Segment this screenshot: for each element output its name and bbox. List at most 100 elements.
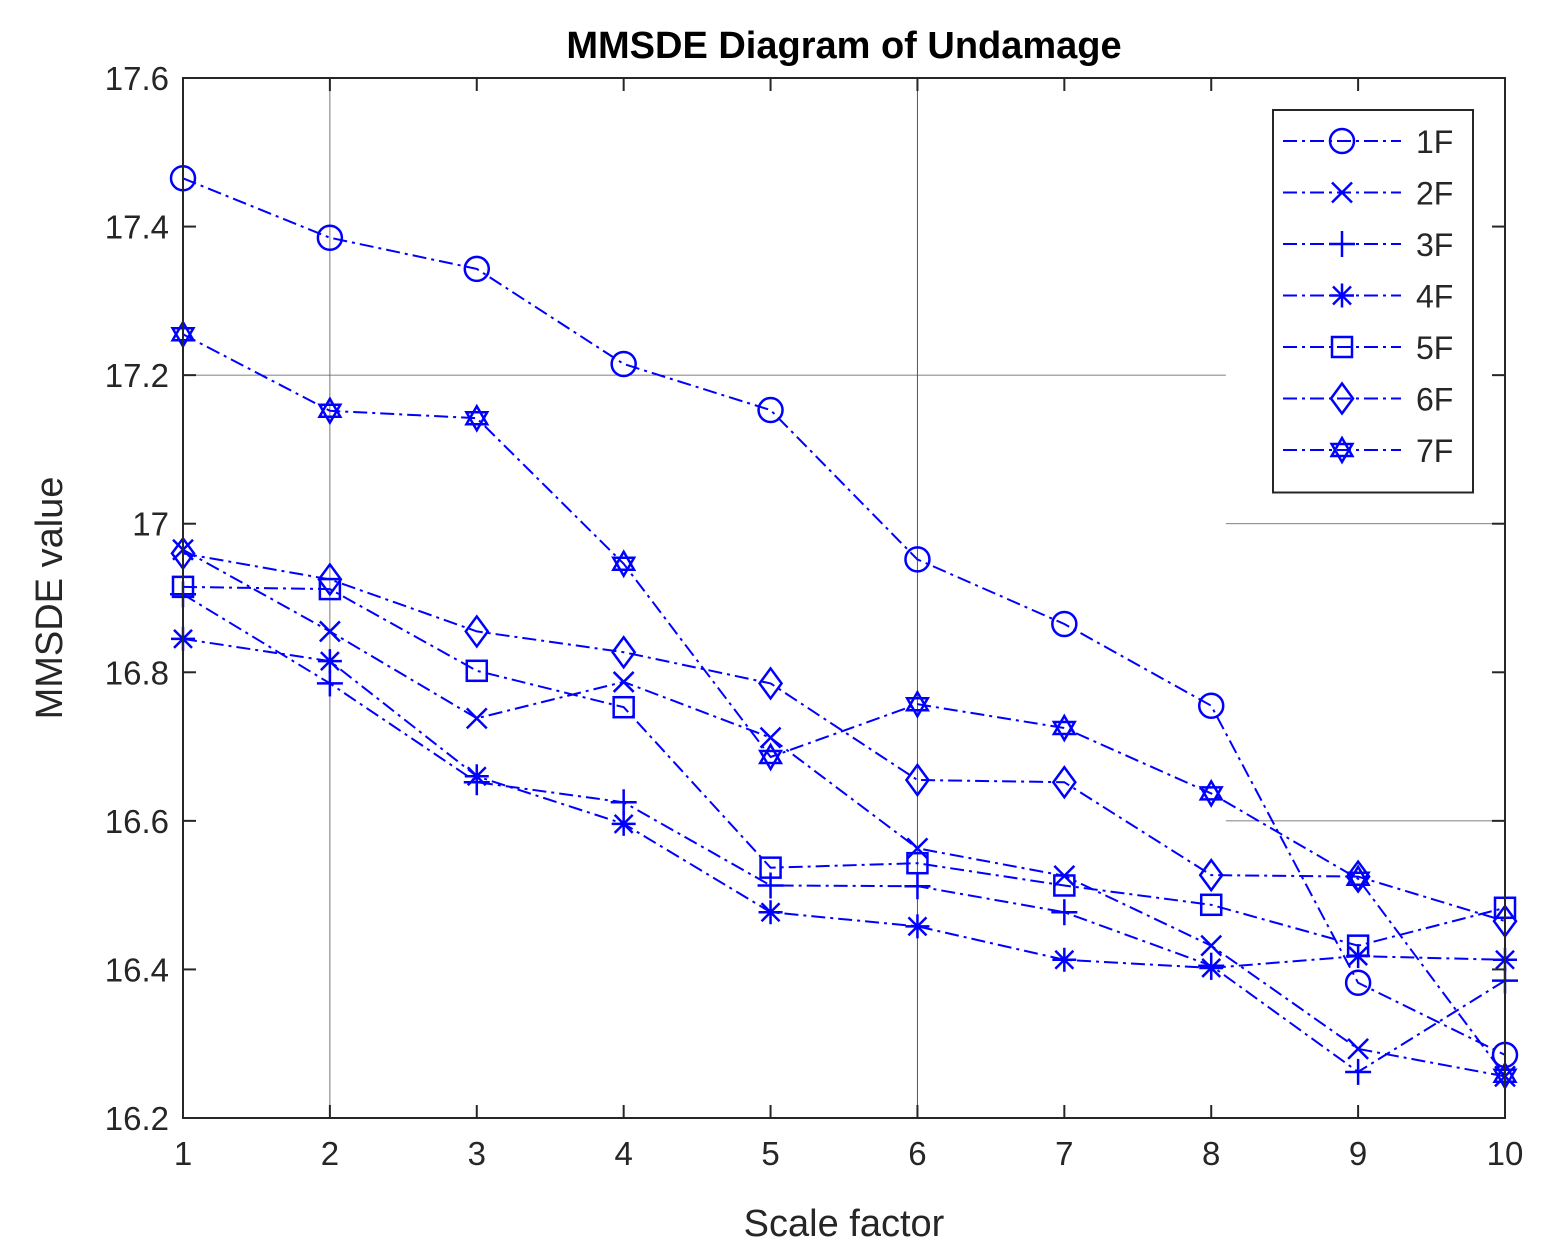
data-point-7F-5: [758, 742, 784, 772]
legend-item-1F: 1F: [1283, 124, 1453, 160]
hexagram-triangle: [758, 749, 784, 772]
y-tick-label: 17.6: [105, 60, 169, 97]
data-point-7F-6: [904, 689, 930, 719]
data-point-4F-2: [317, 649, 342, 674]
hexagram-triangle: [1329, 442, 1355, 465]
x-tick-label: 10: [1487, 1135, 1524, 1172]
legend-label-5F: 5F: [1416, 330, 1453, 366]
hexagram-triangle: [1198, 786, 1224, 808]
x-tick-label: 5: [761, 1135, 779, 1172]
data-point-6F-4: [611, 635, 637, 670]
data-point-2F-4: [612, 671, 635, 693]
data-point-1F-6: [904, 546, 931, 573]
legend-marker-5F: [1330, 335, 1354, 359]
data-point-7F-3: [464, 403, 490, 433]
data-point-6F-2: [317, 562, 343, 597]
legend-label-4F: 4F: [1416, 279, 1453, 315]
data-point-3F-4: [610, 789, 637, 816]
data-point-6F-5: [758, 666, 784, 701]
y-tick-label: 17: [132, 506, 169, 543]
data-point-6F-8: [1198, 857, 1224, 893]
data-point-1F-4: [610, 350, 637, 378]
data-point-4F-6: [905, 914, 930, 939]
plot-frame: [182, 77, 1506, 1119]
hexagram-triangle: [611, 549, 637, 572]
data-point-7F-8: [1198, 778, 1224, 808]
y-tick-label: 16.4: [105, 951, 169, 988]
legend-item-3F: 3F: [1283, 227, 1453, 263]
legend-marker-3F: [1329, 231, 1355, 257]
x-stroke: [612, 671, 635, 693]
star-stroke: [1054, 949, 1075, 970]
legend-item-4F: 4F: [1283, 279, 1453, 315]
data-point-6F-7: [1051, 765, 1077, 800]
x-stroke: [465, 707, 488, 730]
data-point-2F-8: [1200, 934, 1223, 957]
data-point-7F-7: [1051, 713, 1077, 743]
data-point-4F-5: [758, 900, 783, 925]
legend-marker-4F: [1330, 283, 1354, 308]
legend-label-7F: 7F: [1416, 433, 1453, 469]
data-point-3F-7: [1051, 899, 1078, 926]
legend-item-2F: 2F: [1283, 176, 1453, 212]
data-point-2F-2: [319, 620, 341, 643]
series-line-6F: [182, 552, 1506, 923]
hexagram-triangle: [611, 556, 637, 579]
x-tick-label: 6: [908, 1135, 926, 1172]
data-point-5F-3: [465, 659, 489, 683]
star-stroke: [1332, 285, 1352, 306]
data-point-4F-4: [611, 811, 636, 836]
series-line-1F: [182, 177, 1506, 1056]
hexagram-triangle: [1345, 871, 1371, 894]
y-axis-label: MMSDE value: [29, 477, 71, 720]
hexagram-triangle: [758, 742, 784, 765]
legend-box: [1272, 109, 1474, 494]
data-point-4F-7: [1052, 947, 1077, 972]
y-tick-label: 17.4: [105, 209, 169, 246]
hexagram-triangle: [1198, 778, 1224, 801]
legend-marker-1F: [1328, 127, 1356, 155]
data-point-1F-5: [757, 396, 784, 424]
legend-marker-7F: [1329, 435, 1355, 465]
x-tick-label: 9: [1349, 1135, 1367, 1172]
data-point-7F-9: [1345, 864, 1371, 894]
data-point-4F-3: [464, 764, 489, 789]
data-point-1F-7: [1051, 610, 1078, 638]
tick-layer: 1 2 3 4 5 6 7 8 9 10 16.2 16.4 16.6 16.8 17 17.2 17.4 17.…: [105, 60, 1524, 1172]
hexagram-triangle: [1051, 720, 1077, 743]
legend-label-3F: 3F: [1416, 227, 1453, 263]
hexagram-triangle: [1329, 435, 1355, 458]
x-tick-label: 7: [1055, 1135, 1073, 1172]
data-point-5F-7: [1053, 874, 1076, 897]
legend-label-2F: 2F: [1416, 176, 1453, 212]
hexagram-triangle: [317, 396, 343, 419]
series-4F: [171, 626, 1517, 980]
legend-marker-6F: [1329, 381, 1355, 416]
data-point-3F-2: [316, 670, 343, 697]
star-stroke: [760, 902, 781, 923]
data-point-4F-8: [1199, 955, 1224, 980]
series-line-3F: [182, 593, 1506, 1074]
legend-marker-2F: [1331, 181, 1353, 204]
data-point-5F-5: [759, 856, 782, 879]
data-point-1F-3: [463, 255, 491, 283]
series-7F: [170, 319, 1518, 1091]
data-point-2F-5: [759, 726, 782, 749]
series-line-5F: [182, 585, 1506, 947]
legend-label-1F: 1F: [1416, 124, 1453, 160]
legend-item-5F: 5F: [1283, 330, 1453, 366]
hexagram-triangle: [1051, 713, 1077, 736]
x-stroke: [759, 726, 782, 749]
data-point-5F-6: [906, 851, 929, 875]
y-tick-label: 16.8: [105, 654, 169, 691]
y-tick-label: 17.2: [105, 357, 169, 394]
series-line-4F: [182, 637, 1506, 969]
data-point-5F-8: [1199, 893, 1223, 917]
x-stroke: [1200, 934, 1223, 957]
x-axis-label: Scale factor: [744, 1203, 945, 1245]
star-stroke: [613, 813, 634, 834]
hexagram-triangle: [904, 696, 930, 719]
y-tick-label: 16.2: [105, 1100, 169, 1137]
hexagram-triangle: [464, 403, 490, 426]
